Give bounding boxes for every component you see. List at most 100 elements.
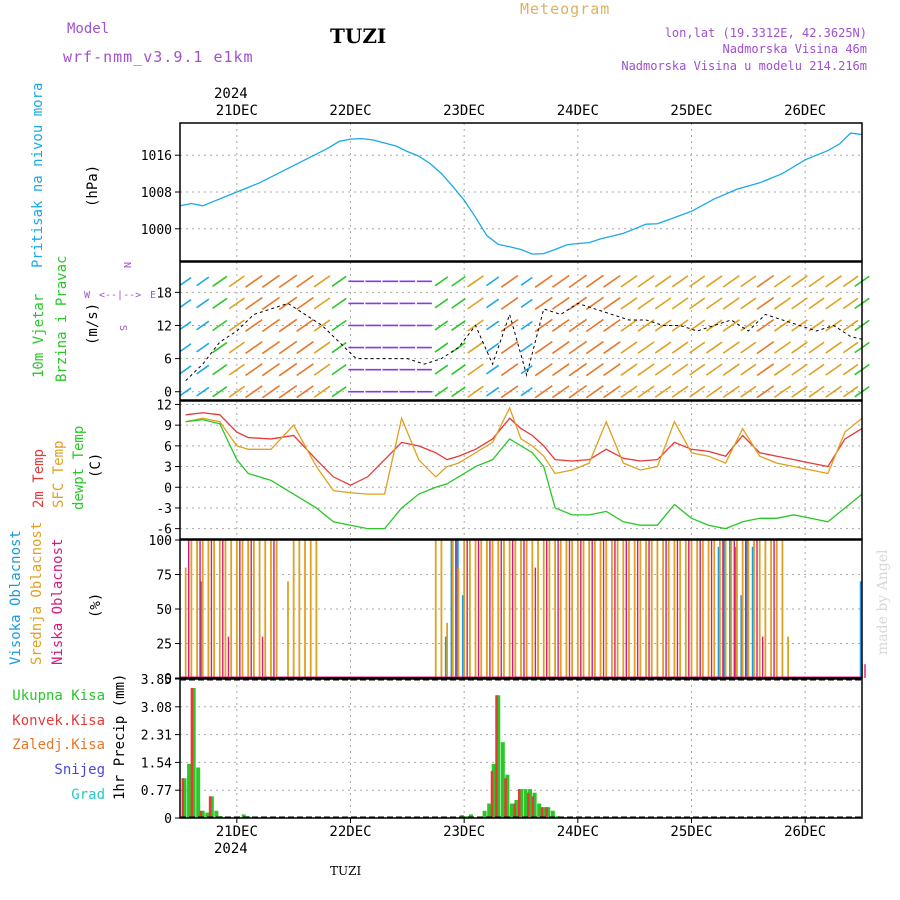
wind-barb <box>620 385 638 399</box>
x-tick-label-top: 22DEC <box>329 103 371 119</box>
wind-barb <box>842 275 859 288</box>
wind-barb <box>808 275 825 288</box>
wind-barb <box>451 320 466 331</box>
wind-barb <box>313 297 331 310</box>
wind-barb <box>808 341 825 354</box>
total-rain-bar <box>491 763 496 818</box>
wind-barb <box>296 318 314 332</box>
wind-barb <box>331 341 347 354</box>
convective-rain-bar <box>199 810 203 818</box>
wind-barb <box>756 341 775 355</box>
wind-barb <box>228 363 245 376</box>
wind-barb <box>520 365 533 375</box>
mid-cloud-label: Srednja Oblacnost <box>29 522 45 665</box>
wind-barb <box>196 386 210 397</box>
wind-barb <box>296 296 314 310</box>
y-tick-label: 100 <box>149 534 172 549</box>
wind-barb <box>603 363 621 377</box>
wind-barb <box>671 319 689 332</box>
wind-barb <box>520 387 533 397</box>
y-tick-label: 0.77 <box>141 784 172 799</box>
wind-barb <box>500 385 519 399</box>
y-tick-label: 1.54 <box>141 756 172 771</box>
wind-barb <box>740 341 757 354</box>
wind-barb <box>228 385 245 398</box>
y-tick-label: 0 <box>164 481 172 496</box>
wind-barb <box>756 274 775 288</box>
wind-barb <box>689 319 706 332</box>
total-rain-bar <box>514 799 519 818</box>
wind-barb <box>585 362 604 377</box>
wind-barb <box>756 296 775 310</box>
wind-barb <box>791 341 808 354</box>
total-rain-bar <box>468 814 473 818</box>
wind-barb <box>551 341 570 355</box>
convective-rain-bar <box>490 771 494 818</box>
wind-barb <box>637 363 655 376</box>
convective-rain-bar <box>513 803 516 818</box>
wind-barb <box>485 276 500 287</box>
wind-barb <box>451 297 466 309</box>
wind-barb <box>500 341 519 355</box>
total-rain-bar <box>187 763 192 818</box>
wind-barb <box>179 365 192 375</box>
total-rain-bar <box>496 695 501 818</box>
x-tick-label-bottom: 21DEC <box>216 824 258 840</box>
wind-barb <box>212 275 228 287</box>
precip-unit: (mm) <box>112 674 128 708</box>
precip-legend: Ukupna Kisa Konvek.Kisa Zaledj.Kisa Snij… <box>12 688 105 803</box>
wind-barb <box>689 275 706 288</box>
panel-frame <box>179 261 863 401</box>
wind-barb <box>467 275 484 288</box>
panel-frame <box>179 678 863 819</box>
compass-arrows: <--|--> <box>99 290 141 301</box>
wind-barb <box>485 320 500 331</box>
x-tick-label-bottom: 25DEC <box>670 824 712 840</box>
wind-barb <box>196 298 210 309</box>
wind-barb <box>705 297 723 310</box>
wind-barb <box>585 318 604 333</box>
convective-rain-bar <box>181 778 185 818</box>
wind-barb <box>467 385 484 398</box>
wind-barb <box>196 342 210 353</box>
total-rain-bar <box>241 814 246 818</box>
wind-barb <box>654 275 672 288</box>
wind-barb <box>705 363 723 376</box>
wind-barb <box>689 363 706 376</box>
convective-rain-bar <box>540 807 544 818</box>
total-rain-bar <box>550 810 555 818</box>
y-tick-label: 12 <box>156 398 172 413</box>
wind-barb <box>434 276 449 287</box>
x-tick-label-bottom: 23DEC <box>443 824 485 840</box>
wind-barb <box>603 296 621 310</box>
wind-barb <box>705 385 723 398</box>
wind-barb <box>671 297 689 310</box>
wind-barb <box>261 318 280 333</box>
wind-barb <box>585 385 604 399</box>
wind-barb <box>245 318 263 332</box>
wind-axis-title-2: Brzina i Pravac <box>54 256 70 382</box>
altitude-label: Nadmorska Visina 46m <box>723 42 868 56</box>
wind-barb <box>534 362 553 377</box>
convective-rain-bar <box>190 688 194 818</box>
wind-barb <box>261 362 280 377</box>
wind-barb <box>842 363 859 376</box>
wind-barb <box>637 385 655 399</box>
wind-barb <box>313 385 331 398</box>
wind-barb <box>722 385 740 399</box>
wind-barb <box>313 275 331 288</box>
wind-barb <box>551 274 570 288</box>
low-cloud-label: Niska Oblacnost <box>50 539 66 665</box>
y-tick-label: 3.08 <box>141 701 172 716</box>
wind-barb <box>620 319 638 332</box>
wind-barb <box>278 318 298 333</box>
wind-barb <box>212 341 228 354</box>
wind-barb <box>568 362 588 377</box>
wind-barb <box>756 385 775 399</box>
wind-barb <box>740 297 757 310</box>
dewpt-temp-label: dewpt Temp <box>71 426 87 510</box>
wind-barb <box>808 385 825 398</box>
wind-barb <box>842 297 859 310</box>
wind-barb <box>620 297 638 310</box>
wind-barb <box>825 297 842 310</box>
